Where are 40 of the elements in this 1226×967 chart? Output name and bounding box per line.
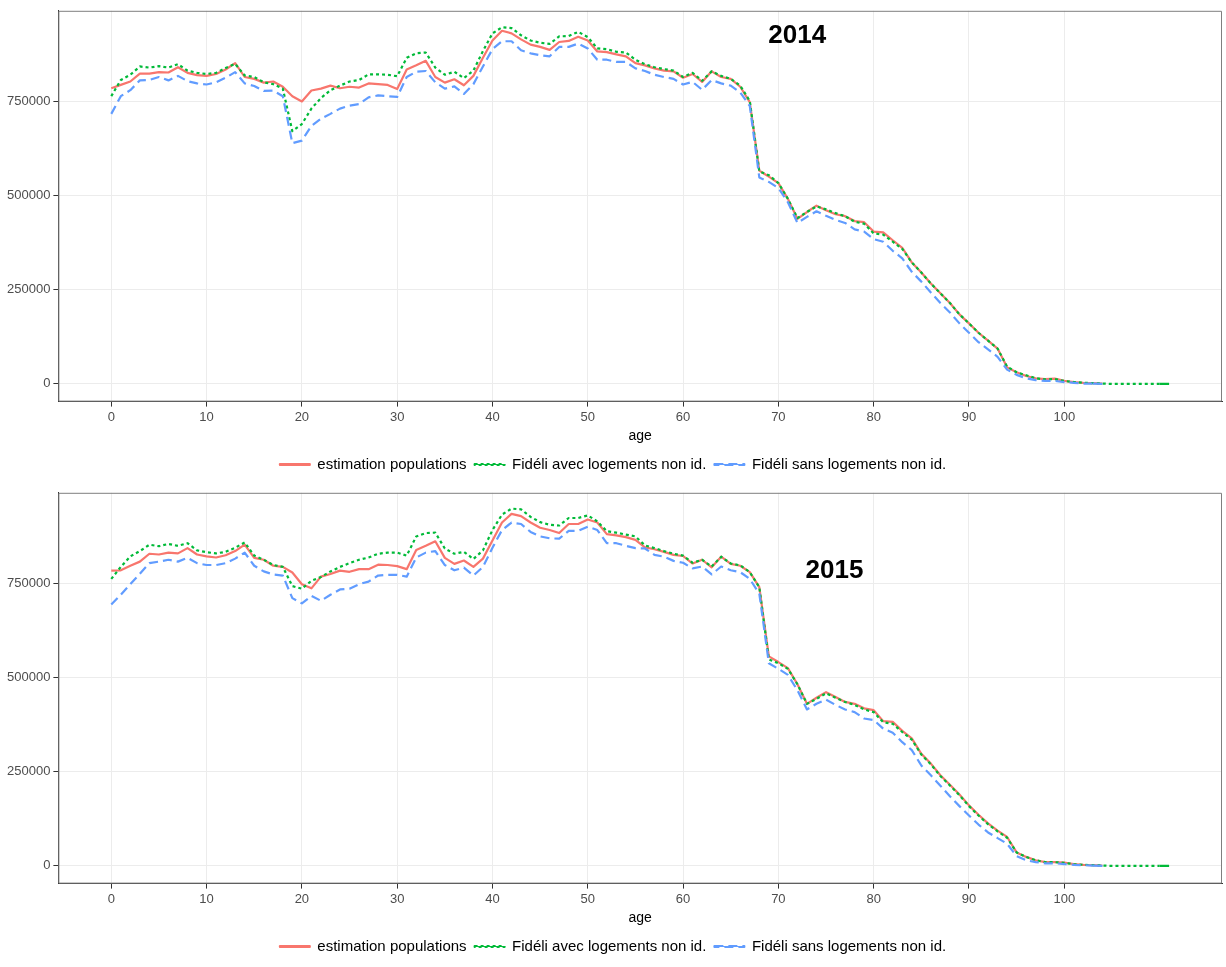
- y-tick-label: 250000: [6, 281, 51, 297]
- x-tick-label: 60: [675, 890, 691, 906]
- x-axis-title: age: [628, 909, 653, 926]
- x-tick-label: 40: [485, 890, 500, 906]
- x-tick-label: 20: [294, 408, 310, 424]
- x-tick-label: 100: [1053, 890, 1076, 906]
- x-tick-label: 80: [866, 890, 881, 906]
- x-tick-label: 20: [294, 890, 310, 906]
- x-axis-title: age: [628, 427, 653, 444]
- x-tick-label: 40: [485, 408, 500, 424]
- x-tick-label: 70: [771, 890, 786, 906]
- x-tick-label: 90: [961, 890, 977, 906]
- y-tick-label: 0: [43, 375, 51, 391]
- x-tick-label: 50: [580, 890, 596, 906]
- x-tick-label: 90: [961, 408, 977, 424]
- y-tick-label: 0: [43, 857, 51, 873]
- annotation: 2014: [768, 19, 827, 50]
- x-tick-label: 10: [199, 408, 214, 424]
- x-tick-label: 0: [107, 890, 115, 906]
- x-tick-label: 60: [675, 408, 691, 424]
- x-tick-label: 10: [199, 890, 214, 906]
- x-tick-label: 0: [107, 408, 115, 424]
- x-tick-label: 100: [1053, 408, 1076, 424]
- y-tick-label: 750000: [6, 575, 51, 591]
- legend-label: estimation populations: [317, 454, 467, 472]
- x-tick-label: 50: [580, 408, 596, 424]
- x-tick-label: 70: [771, 408, 786, 424]
- annotation: 2015: [805, 554, 864, 585]
- legend-label: estimation populations: [317, 936, 467, 954]
- legend-label: Fidéli sans logements non id.: [751, 454, 947, 472]
- x-tick-label: 30: [389, 890, 405, 906]
- x-tick-label: 30: [389, 408, 405, 424]
- legend-label: Fidéli avec logements non id.: [512, 936, 707, 954]
- y-tick-label: 500000: [6, 669, 51, 685]
- y-tick-label: 750000: [6, 93, 51, 109]
- y-tick-label: 500000: [6, 187, 51, 203]
- x-tick-label: 80: [866, 408, 881, 424]
- legend-label: Fidéli sans logements non id.: [751, 936, 947, 954]
- legend-label: Fidéli avec logements non id.: [512, 454, 707, 472]
- y-tick-label: 250000: [6, 763, 51, 779]
